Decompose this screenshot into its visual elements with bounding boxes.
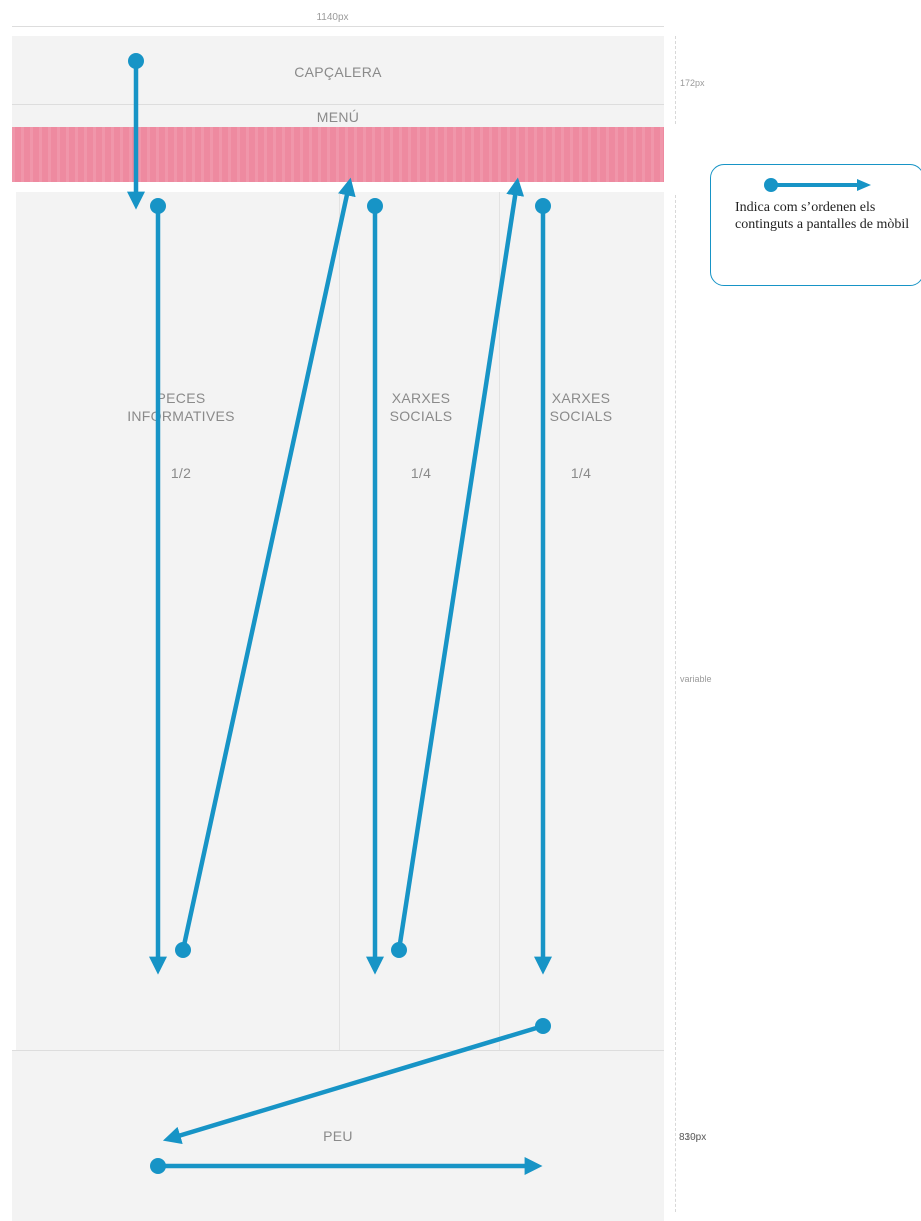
arrow-col2-to-col3 bbox=[391, 190, 516, 958]
arrow-header-to-col1 bbox=[128, 53, 144, 197]
arrow-footer-horizontal bbox=[150, 1158, 530, 1174]
arrow-col3-to-footer bbox=[175, 1018, 551, 1137]
arrow-col1-down bbox=[150, 198, 166, 962]
arrow-col3-down bbox=[535, 198, 551, 962]
arrow-col2-down bbox=[367, 198, 383, 962]
arrow-col1-to-col2 bbox=[175, 190, 348, 958]
